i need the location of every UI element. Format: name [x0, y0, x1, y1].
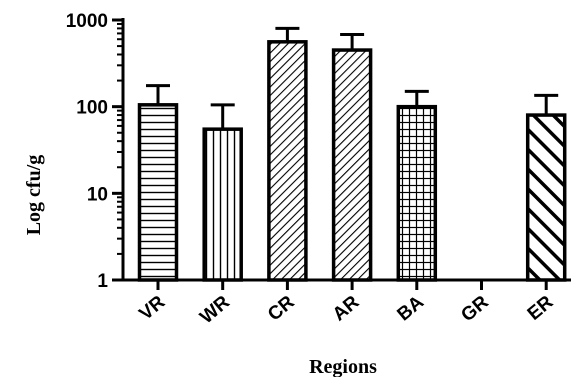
x-tick-label: ER	[524, 292, 558, 325]
x-tick-label: CR	[264, 292, 299, 326]
x-tick-label: BA	[393, 292, 428, 326]
x-axis-title: Regions	[309, 356, 377, 377]
bar	[396, 104, 438, 282]
x-tick-label: AR	[329, 292, 364, 326]
bars-group	[137, 40, 567, 282]
x-axis: VR WR CR AR BA GR ER	[121, 278, 571, 329]
y-tick-label: 1000	[66, 11, 108, 32]
y-axis: 1 10 100 1000	[66, 11, 125, 292]
bar	[137, 103, 179, 282]
x-tick-label: WR	[196, 292, 234, 329]
bar	[202, 127, 243, 282]
bar	[525, 113, 567, 282]
bar	[267, 40, 308, 282]
y-tick-label: 1	[97, 271, 108, 292]
x-tick-label: GR	[457, 292, 493, 327]
bar	[331, 48, 373, 282]
x-tick-label: VR	[135, 292, 169, 325]
y-tick-label: 100	[76, 98, 108, 119]
y-tick-label: 10	[87, 184, 108, 205]
error-bars-group	[146, 26, 559, 130]
y-axis-title: Log cfu/g	[23, 155, 45, 236]
